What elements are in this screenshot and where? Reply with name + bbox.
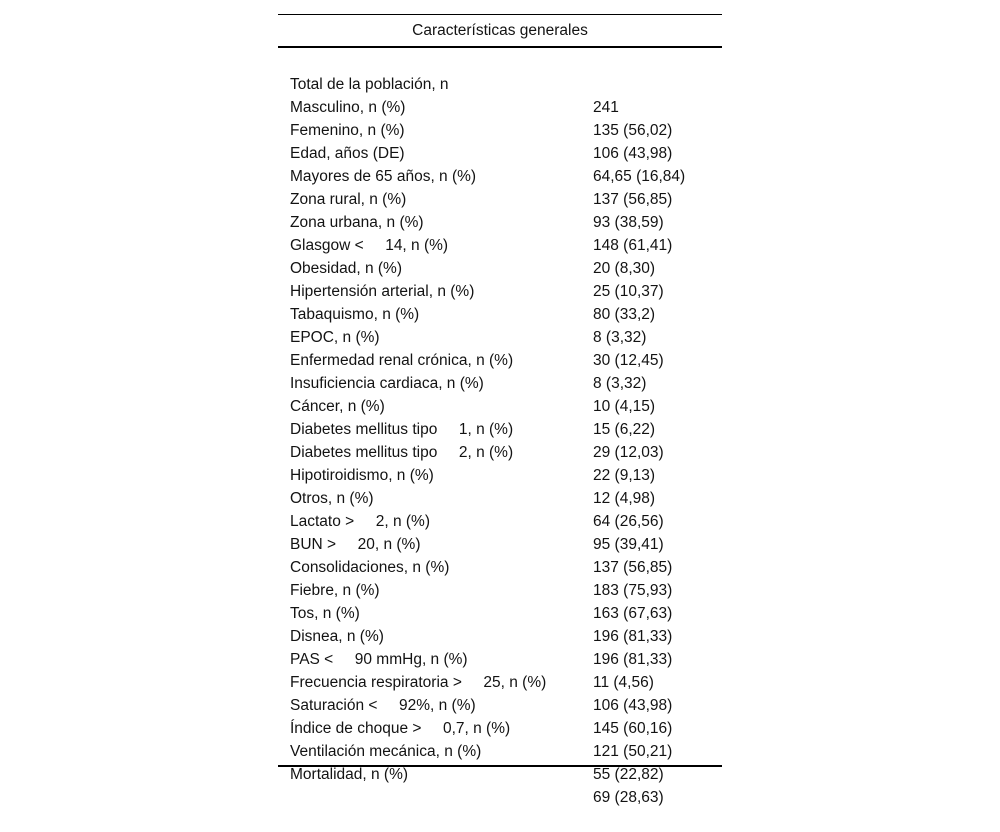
row-value: 137 (56,85)	[593, 191, 673, 208]
table-title: Características generales	[412, 22, 588, 39]
row-label: Obesidad, n (%)	[290, 260, 402, 277]
row-label: Zona urbana, n (%)	[290, 214, 424, 231]
row-label: Otros, n (%)	[290, 490, 374, 507]
row-value: 80 (33,2)	[593, 306, 656, 323]
table-title-row: Características generales	[278, 15, 722, 48]
row-value: 148 (61,41)	[593, 237, 673, 254]
row-value: 29 (12,03)	[593, 444, 664, 461]
characteristics-table: Características generales Total de la po…	[278, 14, 722, 806]
row-value: 121 (50,21)	[593, 743, 673, 760]
table-row: Diabetes mellitus tipo 2, n (%) 22 (9,13…	[278, 418, 722, 484]
row-label: Mayores de 65 años, n (%)	[290, 168, 477, 185]
table-row: Diabetes mellitus tipo 1, n (%) 29 (12,0…	[278, 395, 722, 461]
table-row: Hipotiroidismo, n (%) 12 (4,98)	[278, 441, 722, 507]
table-row: Edad, años (DE) 64,65 (16,84)	[278, 119, 722, 185]
row-value: 196 (81,33)	[593, 628, 673, 645]
table-row: Hipertensión arterial, n (%) 80 (33,2)	[278, 257, 722, 323]
row-label: Zona rural, n (%)	[290, 191, 407, 208]
row-label: Frecuencia respiratoria > 25, n (%)	[290, 674, 547, 691]
row-label: Tabaquismo, n (%)	[290, 306, 420, 323]
table-row: Índice de choque > 0,7, n (%) 121 (50,21…	[278, 694, 722, 760]
row-value: 183 (75,93)	[593, 582, 673, 599]
table-row: Masculino, n (%) 135 (56,02)	[278, 73, 722, 139]
table-row: Consolidaciones, n (%) 183 (75,93)	[278, 533, 722, 599]
table-row: Femenino, n (%) 106 (43,98)	[278, 96, 722, 162]
table-row: Enfermedad renal crónica, n (%) 8 (3,32)	[278, 326, 722, 392]
row-value: 22 (9,13)	[593, 467, 656, 484]
table-row: BUN > 20, n (%) 137 (56,85)	[278, 510, 722, 576]
row-label: Femenino, n (%)	[290, 122, 405, 139]
row-value: 15 (6,22)	[593, 421, 656, 438]
row-value: 106 (43,98)	[593, 697, 673, 714]
row-value: 64 (26,56)	[593, 513, 664, 530]
table-row: PAS < 90 mmHg, n (%) 11 (4,56)	[278, 625, 722, 691]
row-label: Diabetes mellitus tipo 1, n (%)	[290, 421, 514, 438]
row-label: Total de la población, n	[290, 76, 449, 93]
row-label: Insuficiencia cardiaca, n (%)	[290, 375, 484, 392]
row-value: 25 (10,37)	[593, 283, 664, 300]
row-value: 20 (8,30)	[593, 260, 656, 277]
row-label: Mortalidad, n (%)	[290, 766, 409, 783]
row-label: Fiebre, n (%)	[290, 582, 380, 599]
table-row: Ventilación mecánica, n (%) 55 (22,82)	[278, 717, 722, 783]
row-value: 93 (38,59)	[593, 214, 664, 231]
row-label: BUN > 20, n (%)	[290, 536, 421, 553]
row-label: Glasgow < 14, n (%)	[290, 237, 449, 254]
row-value: 137 (56,85)	[593, 559, 673, 576]
row-value: 95 (39,41)	[593, 536, 664, 553]
table-row: Glasgow < 14, n (%) 20 (8,30)	[278, 211, 722, 277]
table-row: Saturación < 92%, n (%) 145 (60,16)	[278, 671, 722, 737]
row-value: 69 (28,63)	[593, 789, 664, 806]
table-row: Cáncer, n (%) 15 (6,22)	[278, 372, 722, 438]
table-row: Insuficiencia cardiaca, n (%) 10 (4,15)	[278, 349, 722, 415]
table-row: Tabaquismo, n (%) 8 (3,32)	[278, 280, 722, 346]
row-label: Hipotiroidismo, n (%)	[290, 467, 434, 484]
table-row: Fiebre, n (%) 163 (67,63)	[278, 556, 722, 622]
row-label: Saturación < 92%, n (%)	[290, 697, 476, 714]
row-label: Ventilación mecánica, n (%)	[290, 743, 482, 760]
row-label: Tos, n (%)	[290, 605, 360, 622]
row-label: EPOC, n (%)	[290, 329, 380, 346]
table-body: Total de la población, n 241 Masculino, …	[278, 48, 722, 806]
table-row: Total de la población, n 241	[278, 50, 722, 116]
table-row: Tos, n (%) 196 (81,33)	[278, 579, 722, 645]
row-value: 8 (3,32)	[593, 375, 647, 392]
table-row: Otros, n (%) 64 (26,56)	[278, 464, 722, 530]
table-row: Zona urbana, n (%) 148 (61,41)	[278, 188, 722, 254]
row-label: Edad, años (DE)	[290, 145, 405, 162]
row-label: Disnea, n (%)	[290, 628, 384, 645]
row-value: 11 (4,56)	[593, 674, 654, 691]
row-label: Lactato > 2, n (%)	[290, 513, 430, 530]
row-label: Consolidaciones, n (%)	[290, 559, 450, 576]
row-value: 8 (3,32)	[593, 329, 647, 346]
row-value: 55 (22,82)	[593, 766, 664, 783]
row-value: 30 (12,45)	[593, 352, 664, 369]
table-row: Disnea, n (%) 196 (81,33)	[278, 602, 722, 668]
table-row: Obesidad, n (%) 25 (10,37)	[278, 234, 722, 300]
table-row: Mayores de 65 años, n (%) 137 (56,85)	[278, 142, 722, 208]
row-label: Enfermedad renal crónica, n (%)	[290, 352, 514, 369]
row-label: Hipertensión arterial, n (%)	[290, 283, 475, 300]
row-value: 145 (60,16)	[593, 720, 673, 737]
row-label: Diabetes mellitus tipo 2, n (%)	[290, 444, 514, 461]
row-value: 196 (81,33)	[593, 651, 673, 668]
table-row: Zona rural, n (%) 93 (38,59)	[278, 165, 722, 231]
row-label: Índice de choque > 0,7, n (%)	[290, 720, 511, 737]
table-row: Mortalidad, n (%) 69 (28,63)	[278, 740, 722, 806]
row-value: 106 (43,98)	[593, 145, 673, 162]
table-row: Lactato > 2, n (%) 95 (39,41)	[278, 487, 722, 553]
row-value: 135 (56,02)	[593, 122, 673, 139]
table-row: Frecuencia respiratoria > 25, n (%) 106 …	[278, 648, 722, 714]
row-label: PAS < 90 mmHg, n (%)	[290, 651, 468, 668]
row-label: Cáncer, n (%)	[290, 398, 385, 415]
row-value: 12 (4,98)	[593, 490, 656, 507]
row-value: 241	[593, 99, 619, 116]
row-label: Masculino, n (%)	[290, 99, 406, 116]
row-value: 64,65 (16,84)	[593, 168, 686, 185]
row-value: 10 (4,15)	[593, 398, 656, 415]
table-row: EPOC, n (%) 30 (12,45)	[278, 303, 722, 369]
row-value: 163 (67,63)	[593, 605, 673, 622]
